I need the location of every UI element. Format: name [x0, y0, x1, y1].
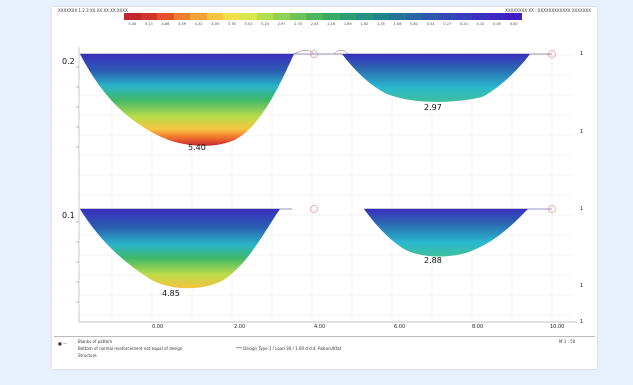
legend-tick-label: 1.08 — [393, 22, 402, 26]
legend-tick-label: 1.89 — [343, 22, 352, 26]
footer-legend: ■ — Blanks of pattern Bottom of normal r… — [54, 336, 595, 367]
drawing-sheet: XXXXXXX 1.2.3 XX.XX XX.XX.XXXX XXXXXXXX … — [52, 7, 597, 369]
legend-tick-label: 1.35 — [377, 22, 385, 26]
legend-swatch — [306, 13, 323, 20]
legend-tick-label: 0.54 — [426, 22, 435, 26]
legend-swatch — [289, 13, 307, 20]
top-left-start-value: 0.2 — [62, 57, 75, 66]
color-scale-ticks: 5.40 5.13 4.86 4.59 4.32 4.05 3.78 3.51 3.24 2.97… — [124, 22, 522, 28]
legend-swatch — [223, 13, 241, 20]
x-tick: 6.00 — [394, 324, 406, 330]
bottom-right-max-value: 2.88 — [424, 256, 442, 265]
legend-tick-label: 0.10 — [476, 22, 485, 26]
legend-swatch — [140, 13, 158, 20]
footer-legend-line3: Structure — [78, 353, 97, 358]
legend-swatch — [438, 13, 456, 20]
legend-swatch — [389, 13, 406, 20]
legend-swatch — [190, 13, 207, 20]
legend-swatch — [273, 13, 290, 20]
legend-tick-label: 1.62 — [360, 22, 369, 26]
legend-tick-label: 3.78 — [227, 22, 236, 26]
top-right-field — [342, 54, 530, 102]
right-axis-mark: 1 — [580, 51, 584, 57]
bottom-right-field — [364, 209, 528, 257]
legend-tick-label: 2.70 — [294, 22, 302, 26]
footer-right-text: M 1 : 50 — [559, 339, 576, 344]
bottom-left-max-value: 4.85 — [162, 289, 180, 298]
legend-swatch — [240, 13, 257, 20]
right-axis-mark: 1 — [580, 129, 584, 135]
top-right-support-marker — [548, 50, 556, 58]
x-tick: 2.00 — [234, 324, 246, 330]
legend-swatch — [405, 13, 423, 20]
footer-symbol: ■ — — [58, 341, 68, 346]
legend-tick-label: 2.97 — [277, 22, 286, 26]
legend-tick-label: 0.27 — [443, 22, 452, 26]
bottom-left-start-value: 0.1 — [62, 211, 75, 220]
legend-swatch — [422, 13, 439, 20]
top-middle-support-marker — [310, 50, 318, 58]
top-left-field — [80, 54, 294, 146]
legend-tick-label: 0.20 — [459, 22, 468, 26]
legend-swatch — [124, 13, 141, 20]
diagram-canvas — [76, 47, 577, 323]
legend-swatch — [322, 13, 340, 20]
legend-swatch — [372, 13, 390, 20]
bottom-left-field — [80, 209, 280, 289]
header-right-text: XXXXXXXX XX · XXXXXXXXXXXX XXXXXXX — [505, 8, 591, 13]
legend-tick-label: 0.81 — [410, 22, 419, 26]
legend-swatch — [505, 13, 522, 20]
bottom-middle-support-marker — [310, 205, 318, 213]
legend-tick-label: 5.13 — [144, 22, 153, 26]
color-scale-legend — [124, 13, 522, 20]
legend-swatch — [488, 13, 506, 20]
legend-swatch — [157, 13, 174, 20]
footer-middle-text: *** Design Type 1 / Load 30 / 1.00 d.d.d… — [236, 346, 342, 351]
legend-swatch — [173, 13, 191, 20]
right-axis-mark: 1 — [580, 319, 584, 325]
legend-swatch — [472, 13, 489, 20]
legend-tick-label: 3.24 — [261, 22, 269, 26]
legend-tick-label: 4.59 — [178, 22, 186, 26]
legend-tick-label: 3.51 — [244, 22, 253, 26]
header-left-text: XXXXXXX 1.2.3 XX.XX XX.XX.XXXX — [58, 8, 128, 13]
legend-tick-label: 2.16 — [327, 22, 336, 26]
legend-tick-label: 4.86 — [161, 22, 170, 26]
legend-swatch — [455, 13, 473, 20]
legend-tick-label: 5.40 — [128, 22, 137, 26]
legend-tick-label: 0.05 — [493, 22, 501, 26]
footer-legend-line1: Blanks of pattern — [78, 339, 113, 344]
right-axis-mark: 1 — [580, 283, 584, 289]
x-tick: 4.00 — [314, 324, 326, 330]
top-left-max-value: 5.40 — [188, 143, 206, 152]
footer-legend-line2: Bottom of normal reinforcement not equal… — [78, 346, 183, 351]
x-tick: 0.00 — [152, 324, 164, 330]
legend-swatch — [256, 13, 274, 20]
legend-swatch — [356, 13, 373, 20]
legend-swatch — [339, 13, 357, 20]
legend-tick-label: 2.43 — [310, 22, 319, 26]
top-right-max-value: 2.97 — [424, 103, 442, 112]
legend-swatch — [206, 13, 224, 20]
legend-tick-label: 0.00 — [509, 22, 518, 26]
right-axis-mark: 1 — [580, 206, 584, 212]
x-tick: 10.00 — [550, 324, 565, 330]
legend-tick-label: 4.05 — [211, 22, 220, 26]
legend-tick-label: 4.32 — [194, 22, 203, 26]
x-tick: 8.00 — [472, 324, 484, 330]
bottom-right-support-marker — [548, 205, 556, 213]
